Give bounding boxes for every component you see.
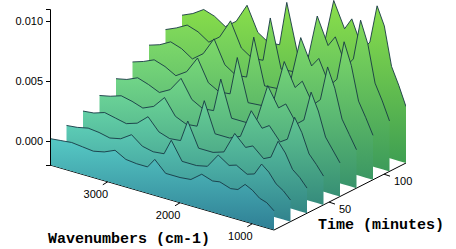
chart-root: 0.000 0.005 0.010 3000 2000 1000 50 100 Wavenumb… [0, 0, 456, 249]
x-tick-label: 3000 [84, 188, 108, 200]
y-axis: 50 100 [329, 174, 412, 215]
slice-area [50, 139, 274, 230]
y-tick-mark [329, 202, 335, 204]
y-tick-mark [384, 174, 390, 176]
z-axis-line [46, 10, 51, 166]
plot-area [50, 0, 406, 230]
z-tick-label: 0.010 [15, 15, 43, 27]
z-tick: 0.000 [15, 135, 50, 147]
z-tick-label: 0.000 [15, 135, 43, 147]
z-tick: 0.005 [15, 75, 50, 87]
y-tick-label: 50 [339, 203, 351, 215]
z-tick-label: 0.005 [15, 75, 43, 87]
z-axis: 0.000 0.005 0.010 [15, 10, 50, 166]
chart-svg: 0.000 0.005 0.010 3000 2000 1000 50 100 Wavenumb… [0, 0, 456, 249]
z-tick-mark [46, 21, 50, 22]
x-tick-mark [247, 224, 252, 227]
x-tick-mark [175, 203, 180, 206]
x-tick-label: 2000 [156, 209, 180, 221]
x-tick-label: 1000 [228, 230, 252, 242]
z-tick-mark [46, 81, 50, 82]
y-axis-title: Time (minutes) [318, 217, 444, 234]
x-tick-mark [103, 182, 108, 185]
slice-line [50, 139, 274, 211]
y-tick-label: 100 [394, 175, 412, 187]
x-axis-title: Wavenumbers (cm-1) [48, 231, 210, 248]
z-tick: 0.010 [15, 15, 50, 27]
z-tick-mark [46, 141, 50, 142]
